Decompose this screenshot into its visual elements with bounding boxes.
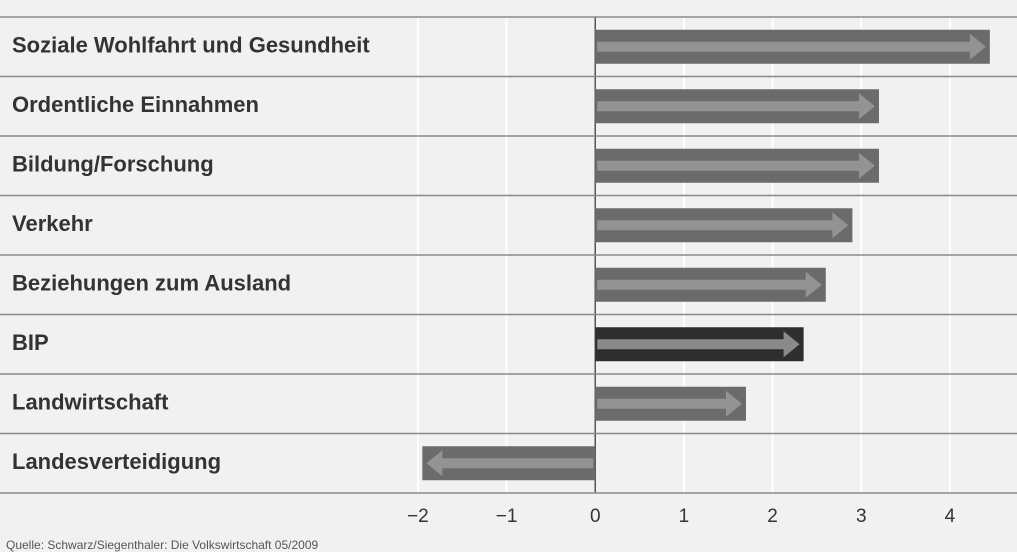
bar-arrow [597,331,800,358]
x-tick-label: 4 [945,506,956,527]
x-tick-label: 2 [767,506,778,527]
category-label: Verkehr [12,211,93,236]
bar-arrow [597,212,849,239]
category-label: Landesverteidigung [12,449,221,474]
bar-arrow [597,271,822,298]
category-label: Landwirtschaft [12,390,169,415]
category-label: Bildung/Forschung [12,152,214,177]
x-tick-label: 1 [679,506,690,527]
category-label: Soziale Wohlfahrt und Gesundheit [12,33,370,58]
source-note: Quelle: Schwarz/Siegenthaler: Die Volksw… [6,538,318,552]
category-label: Beziehungen zum Ausland [12,271,291,296]
x-tick-label: −2 [407,506,429,527]
bar-arrow [597,33,986,60]
x-tick-label: −1 [496,506,518,527]
bar-arrow [597,390,742,417]
category-label: BIP [12,330,49,355]
bar-arrow [597,93,875,120]
x-tick-label: 3 [856,506,867,527]
bar-arrow [597,152,875,179]
bar-arrow [426,450,594,477]
category-label: Ordentliche Einnahmen [12,92,259,117]
x-tick-label: 0 [590,506,601,527]
